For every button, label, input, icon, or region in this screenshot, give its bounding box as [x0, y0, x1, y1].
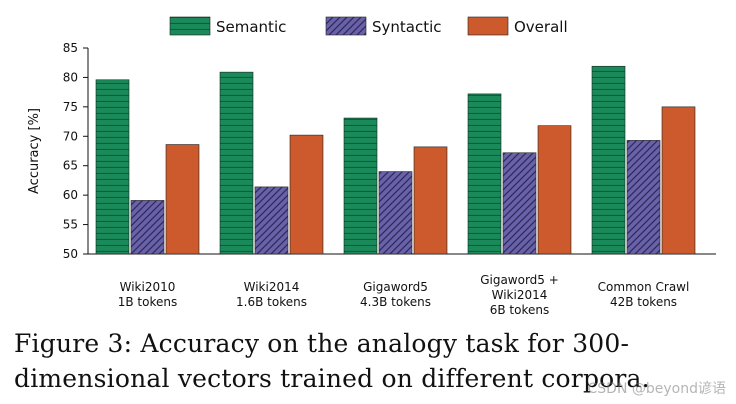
y-tick-label: 65: [63, 159, 78, 173]
legend-swatch-semantic: [169, 16, 211, 36]
bar-chart: Semantic Syntactic Overall 50 55 60 65 70 75 80 8…: [27, 16, 716, 317]
bar-syntactic-4: [626, 140, 661, 255]
y-tick-label: 80: [63, 70, 78, 84]
bar-semantic-0: [95, 79, 130, 255]
legend: Semantic Syntactic Overall: [169, 16, 568, 36]
caption-line-2: dimensional vectors trained on different…: [14, 364, 650, 393]
bar-overall-4: [661, 106, 696, 255]
y-tick-label: 70: [63, 129, 78, 143]
y-tick-label: 55: [63, 218, 78, 232]
bar-syntactic-1: [254, 186, 289, 255]
y-axis-title: Accuracy [%]: [27, 108, 42, 194]
category-label: Common Crawl: [598, 280, 690, 294]
category-label: Wiki2010: [120, 280, 176, 294]
category-label: Wiki2014: [492, 288, 548, 302]
category-label: 4.3B tokens: [360, 295, 431, 309]
bars: [95, 65, 696, 255]
legend-swatch-syntactic: [325, 16, 367, 36]
legend-label-syntactic: Syntactic: [372, 18, 442, 36]
category-label: 1.6B tokens: [236, 295, 307, 309]
bar-syntactic-2: [378, 171, 413, 255]
bar-semantic-1: [219, 71, 254, 255]
category-label: 6B tokens: [490, 303, 550, 317]
legend-label-overall: Overall: [514, 18, 568, 36]
bar-overall-1: [289, 134, 324, 255]
figure-caption: Figure 3: Accuracy on the analogy task f…: [14, 326, 726, 396]
bar-overall-3: [537, 125, 572, 255]
bar-semantic-2: [343, 117, 378, 255]
y-tick-label: 60: [63, 188, 78, 202]
category-label: 1B tokens: [118, 295, 178, 309]
bar-semantic-4: [591, 65, 626, 255]
bar-syntactic-0: [130, 200, 165, 255]
y-tick-label: 50: [63, 247, 78, 261]
y-tick-label: 75: [63, 100, 78, 114]
category-label: Wiki2014: [244, 280, 300, 294]
caption-line-1: Figure 3: Accuracy on the analogy task f…: [14, 329, 630, 358]
category-label: Gigaword5 +: [480, 273, 559, 287]
category-label: Gigaword5: [363, 280, 428, 294]
axes: 50 55 60 65 70 75 80 85 Accuracy [%]: [27, 41, 716, 261]
bar-semantic-3: [467, 93, 502, 255]
y-tick-label: 85: [63, 41, 78, 55]
bar-syntactic-3: [502, 152, 537, 255]
legend-swatch-overall: [467, 16, 509, 36]
bar-overall-0: [165, 144, 200, 255]
bar-overall-2: [413, 146, 448, 255]
legend-label-semantic: Semantic: [216, 18, 286, 36]
category-label: 42B tokens: [610, 295, 677, 309]
watermark: CSDN @beyond谚语: [587, 381, 726, 397]
